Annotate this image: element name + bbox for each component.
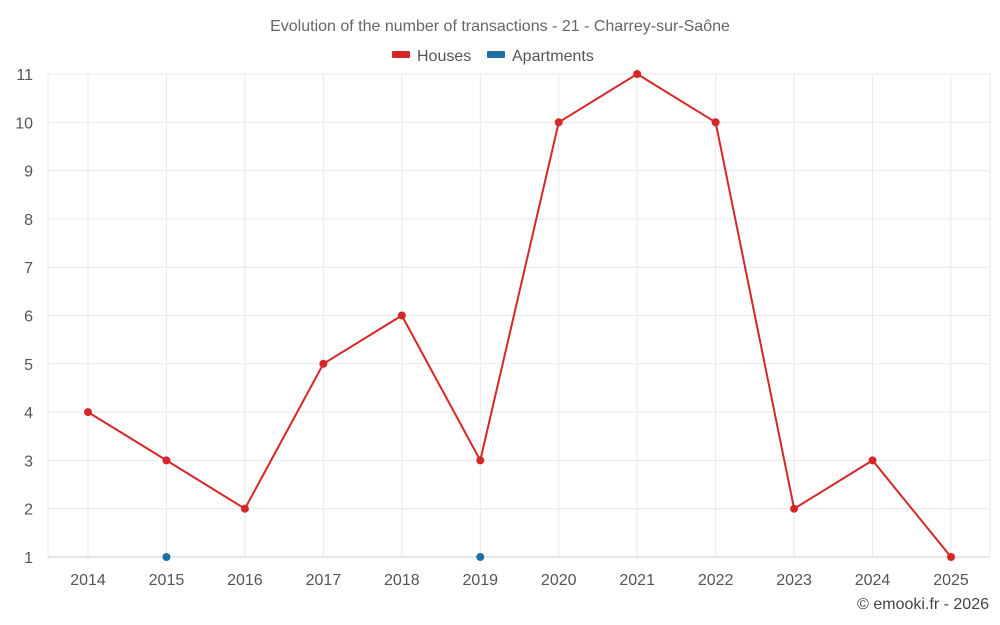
- series-apartments: [162, 553, 485, 561]
- y-tick-label: 5: [24, 357, 33, 374]
- series-houses: [84, 70, 955, 561]
- credit-label: © emooki.fr - 2026: [857, 596, 989, 613]
- y-tick-label: 7: [24, 260, 33, 277]
- apartments-point[interactable]: [162, 553, 171, 561]
- x-tick-label: 2017: [306, 572, 342, 589]
- legend-swatch-apartments: [487, 51, 505, 58]
- x-tick-label: 2024: [855, 572, 891, 589]
- x-tick-label: 2020: [541, 572, 577, 589]
- y-tick-label: 8: [24, 212, 33, 229]
- x-tick-label: 2022: [698, 572, 734, 589]
- x-tick-label: 2018: [384, 572, 420, 589]
- houses-point[interactable]: [476, 456, 485, 465]
- x-tick-label: 2021: [619, 572, 655, 589]
- x-axis-ticks: 2014 2015 2016 2017 2018 2019 2020 2021 2022 2023…: [70, 572, 969, 589]
- series: [84, 70, 955, 561]
- x-tick-label: 2014: [70, 572, 106, 589]
- x-tick-label: 2023: [776, 572, 812, 589]
- y-tick-label: 4: [24, 405, 33, 422]
- y-tick-label: 6: [24, 309, 33, 326]
- x-tick-label: 2019: [462, 572, 498, 589]
- houses-point[interactable]: [868, 456, 877, 465]
- legend: Houses Apartments: [392, 48, 594, 65]
- y-tick-label: 2: [24, 502, 33, 519]
- legend-label-houses: Houses: [417, 48, 471, 65]
- y-axis-ticks: 1 2 3 4 5 6 7 8 9 10 11: [15, 67, 33, 567]
- y-tick-label: 11: [16, 67, 33, 84]
- y-tick-label: 9: [24, 164, 33, 181]
- houses-point[interactable]: [554, 118, 563, 127]
- grid: [48, 73, 990, 557]
- houses-point[interactable]: [397, 311, 406, 320]
- houses-point[interactable]: [711, 118, 720, 127]
- y-tick-label: 3: [24, 453, 33, 470]
- houses-point[interactable]: [790, 504, 799, 513]
- legend-swatch-houses: [392, 51, 410, 58]
- chart-title: Evolution of the number of transactions …: [270, 18, 730, 35]
- houses-line: [87, 73, 952, 558]
- y-tick-label: 10: [15, 115, 33, 132]
- legend-item-apartments[interactable]: Apartments: [487, 48, 594, 65]
- axes: [47, 74, 991, 558]
- apartments-point[interactable]: [476, 553, 485, 561]
- houses-point[interactable]: [162, 456, 171, 465]
- x-tick-label: 2016: [227, 572, 263, 589]
- y-tick-label: 1: [24, 550, 33, 567]
- legend-label-apartments: Apartments: [512, 48, 594, 65]
- x-tick-label: 2025: [933, 572, 969, 589]
- houses-point[interactable]: [319, 359, 328, 368]
- houses-point[interactable]: [633, 70, 642, 78]
- houses-point[interactable]: [947, 553, 955, 561]
- houses-point[interactable]: [84, 408, 92, 417]
- houses-point[interactable]: [240, 504, 249, 513]
- x-tick-label: 2015: [149, 572, 185, 589]
- legend-item-houses[interactable]: Houses: [392, 48, 471, 65]
